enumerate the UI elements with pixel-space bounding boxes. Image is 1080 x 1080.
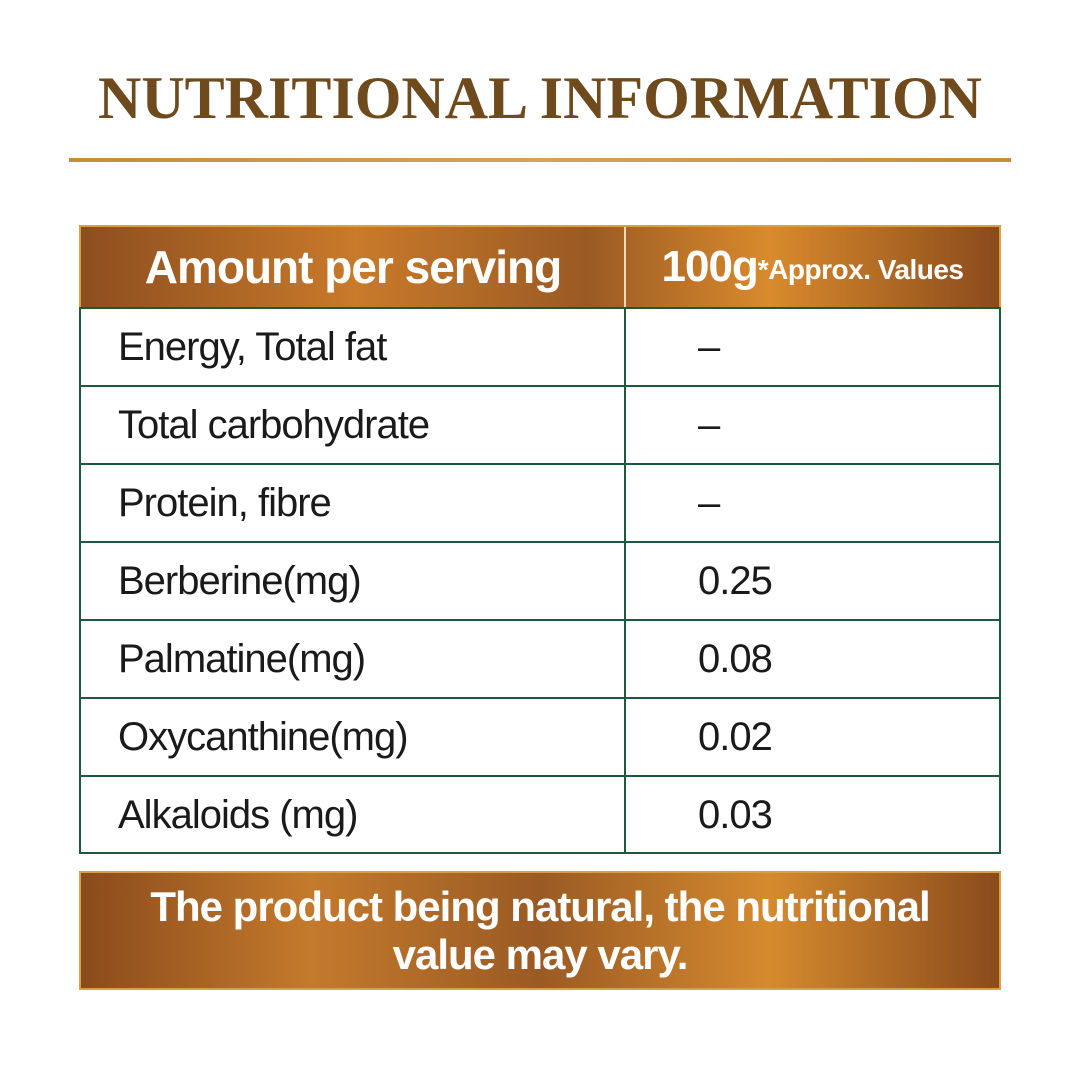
table-row: Total carbohydrate – [81,387,999,465]
table-row: Oxycanthine(mg) 0.02 [81,699,999,777]
table-header-row: Amount per serving 100g *Approx. Values [79,225,1001,309]
table-row: Palmatine(mg) 0.08 [81,621,999,699]
nutrient-value: 0.03 [698,792,773,837]
nutrient-name: Berberine(mg) [118,558,362,603]
header-serving-size: 100g *Approx. Values [626,227,999,307]
nutrient-value: 0.02 [698,714,773,759]
header-amount-per-serving: Amount per serving [144,241,563,293]
disclaimer-text: The product being natural, the nutrition… [150,882,930,978]
nutrient-value: 0.08 [698,636,773,681]
disclaimer-banner: The product being natural, the nutrition… [79,871,1001,990]
nutrient-name: Alkaloids (mg) [118,792,358,837]
nutrient-value: – [698,402,720,447]
nutrient-value: – [698,480,720,525]
nutrient-name: Energy, Total fat [118,324,387,369]
table-row: Energy, Total fat – [81,309,999,387]
table-row: Alkaloids (mg) 0.03 [81,777,999,855]
header-serving-amount: 100g [661,242,759,291]
nutrient-value: – [698,324,720,369]
table-row: Berberine(mg) 0.25 [81,543,999,621]
table-column-divider [624,307,626,854]
page-title: NUTRITIONAL INFORMATION [98,65,982,131]
nutrition-table-body: Energy, Total fat – Total carbohydrate –… [79,307,1001,854]
header-column-divider [624,227,626,307]
title-divider [69,158,1011,162]
header-approx-note: *Approx. Values [757,254,964,285]
nutrient-name: Protein, fibre [118,480,332,525]
nutrient-name: Oxycanthine(mg) [118,714,409,759]
table-row: Protein, fibre – [81,465,999,543]
nutrient-value: 0.25 [698,558,773,603]
nutrient-name: Total carbohydrate [118,402,430,447]
nutrient-name: Palmatine(mg) [118,636,366,681]
